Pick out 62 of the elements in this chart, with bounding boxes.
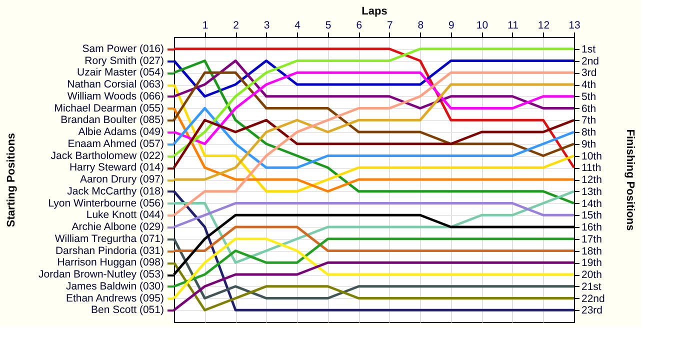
legend-label: Luke Knott (044)	[86, 209, 164, 222]
y-tick-label: 19th	[582, 257, 602, 270]
legend-label: Aaron Drury (097)	[80, 174, 164, 186]
text: Starting Positions	[6, 132, 18, 228]
x-axis-title: Laps	[362, 6, 388, 18]
y-tick-label: 16th	[582, 222, 602, 234]
y-tick-label: 2nd	[582, 55, 600, 68]
legend-label: Archie Albone (029)	[72, 221, 164, 233]
y-tick-label: 15th	[582, 210, 602, 222]
legend-label: Jack McCarthy (018)	[67, 185, 164, 198]
legend-label: Jordan Brown-Nutley (053)	[38, 268, 164, 280]
x-tick-label: 6	[356, 20, 362, 32]
legend-label: Ben Scott (051)	[91, 304, 164, 316]
y-tick-label: 18th	[582, 245, 602, 258]
legend-label: William Tregurtha (071)	[54, 232, 164, 245]
legend-label: Enaam Ahmed (057)	[68, 138, 164, 150]
y-tick-label: 5th	[582, 90, 596, 103]
y-tick-label: 7th	[582, 114, 596, 127]
legend-label: Brandan Boulter (085)	[60, 114, 164, 126]
legend-label: Sam Power (016)	[82, 42, 164, 55]
x-tick-label: 4	[294, 20, 301, 32]
y-tick-label: 1st	[582, 43, 596, 56]
legend-label: James Baldwin (030)	[66, 280, 164, 292]
legend-label: Darshan Pindoria (031)	[55, 244, 164, 257]
y-tick-label: 9th	[582, 138, 596, 150]
y-tick-label: 14th	[582, 198, 602, 210]
legend-label: William Woods (066)	[67, 90, 164, 102]
legend-label: Rory Smith (027)	[84, 54, 164, 67]
x-tick-label: 13	[568, 20, 580, 32]
x-tick-label: 5	[325, 20, 332, 32]
x-tick-label: 2	[233, 20, 240, 32]
legend-label: Jack Bartholomew (022)	[50, 150, 164, 162]
y-tick-label: 12th	[582, 174, 602, 186]
y-tick-label: 22nd	[582, 292, 606, 305]
legend-label: Harrison Huggan (098)	[57, 256, 164, 269]
x-tick-label: 1	[202, 20, 208, 32]
legend-label: Michael Dearman (055)	[54, 102, 164, 114]
y-tick-label: 17th	[582, 233, 602, 246]
y-tick-label: 21st	[582, 280, 602, 293]
x-tick-label: 8	[418, 20, 424, 32]
x-tick-label: 7	[386, 20, 393, 32]
x-tick-label: 9	[448, 20, 454, 32]
y-axis-title: Finishing Positions	[624, 129, 636, 231]
x-tick-label: 3	[264, 20, 270, 32]
x-tick-label: 12	[538, 20, 550, 32]
legend-label: Uzair Master (054)	[77, 66, 164, 79]
y-tick-label: 23rd	[582, 304, 603, 317]
y-tick-label: 3rd	[582, 67, 597, 80]
y-tick-label: 13th	[582, 186, 602, 198]
y-tick-label: 11th	[582, 162, 602, 174]
legend-label: Harry Steward (014)	[69, 162, 164, 174]
y-tick-label: 4th	[582, 79, 596, 91]
x-tick-label: 11	[508, 20, 519, 32]
x-tick-label: 10	[476, 20, 488, 32]
y-tick-label: 20th	[582, 269, 602, 281]
legend-label: Albie Adams (049)	[78, 126, 164, 138]
y-tick-label: 6th	[582, 102, 596, 115]
y-tick-label: 10th	[582, 150, 602, 162]
y-tick-label: 8th	[582, 126, 596, 138]
legend-label: Lyon Winterbourne (056)	[48, 197, 164, 210]
legend-label: Nathan Corsial (063)	[67, 78, 164, 90]
legend-label: Ethan Andrews (095)	[66, 292, 164, 304]
